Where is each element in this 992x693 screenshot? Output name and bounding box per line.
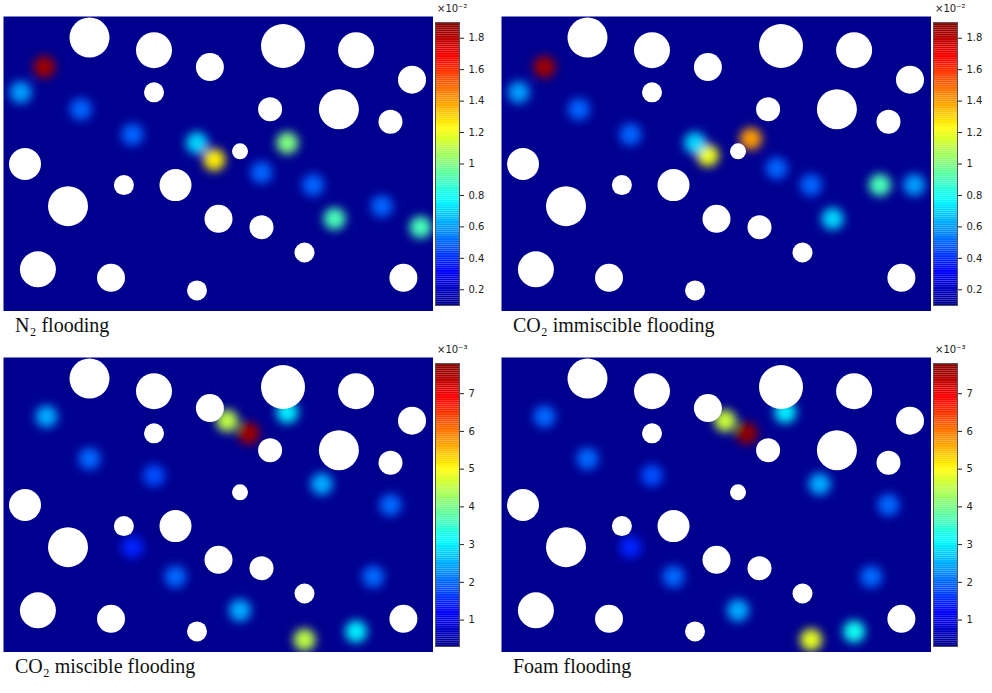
svg-text:0.4: 0.4 — [469, 253, 485, 264]
svg-text:3: 3 — [469, 539, 475, 550]
svg-text:0.4: 0.4 — [967, 253, 983, 264]
svg-text:1: 1 — [469, 158, 475, 169]
html-text:×10⁻³: ×10⁻³ — [935, 344, 966, 355]
svg-text:1: 1 — [967, 158, 973, 169]
svg-text:4: 4 — [967, 501, 973, 512]
svg-text:1.6: 1.6 — [967, 64, 983, 75]
svg-text:1.8: 1.8 — [967, 32, 983, 43]
html-text:CO₂ immiscible flooding: CO₂ immiscible flooding — [513, 314, 715, 336]
svg-text:0.8: 0.8 — [967, 190, 983, 201]
svg-text:1.2: 1.2 — [967, 127, 983, 138]
svg-text:0.6: 0.6 — [469, 221, 485, 232]
svg-text:5: 5 — [469, 463, 475, 474]
svg-text:7: 7 — [469, 388, 475, 399]
svg-text:1.6: 1.6 — [469, 64, 485, 75]
html-text:×10⁻²: ×10⁻² — [935, 3, 966, 14]
svg-text:2: 2 — [967, 577, 973, 588]
svg-text:1.2: 1.2 — [469, 127, 485, 138]
svg-text:1.8: 1.8 — [469, 32, 485, 43]
html-text:×10⁻²: ×10⁻² — [437, 3, 468, 14]
svg-text:1: 1 — [967, 614, 973, 625]
svg-text:0.2: 0.2 — [469, 284, 485, 295]
svg-text:7: 7 — [967, 388, 973, 399]
html-text:CO₂ miscible flooding: CO₂ miscible flooding — [15, 655, 196, 677]
svg-text:6: 6 — [967, 426, 973, 437]
svg-text:0.8: 0.8 — [469, 190, 485, 201]
svg-text:6: 6 — [469, 426, 475, 437]
svg-text:5: 5 — [967, 463, 973, 474]
html-text:Foam flooding: Foam flooding — [513, 655, 632, 677]
html-text:N₂ flooding: N₂ flooding — [15, 314, 110, 336]
svg-text:1.4: 1.4 — [967, 95, 983, 106]
svg-text:3: 3 — [967, 539, 973, 550]
svg-text:1.4: 1.4 — [469, 95, 485, 106]
svg-text:2: 2 — [469, 577, 475, 588]
html-text:×10⁻³: ×10⁻³ — [437, 344, 468, 355]
svg-text:0.2: 0.2 — [967, 284, 983, 295]
svg-text:4: 4 — [469, 501, 475, 512]
svg-text:0.6: 0.6 — [967, 221, 983, 232]
svg-text:1: 1 — [469, 614, 475, 625]
